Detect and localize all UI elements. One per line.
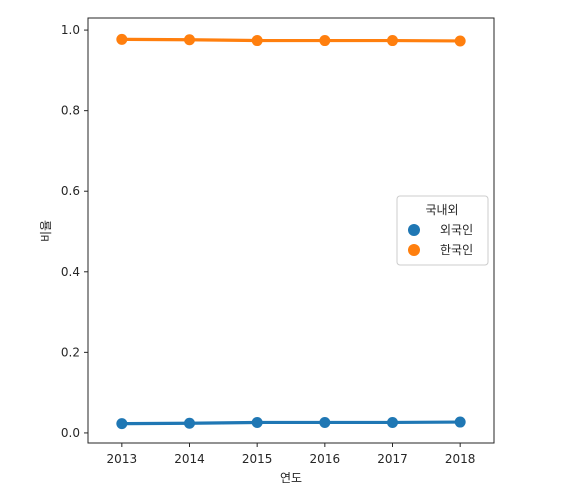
legend-marker-외국인 [408, 224, 420, 236]
y-axis-ticks: 0.0 0.2 0.4 0.6 0.8 1.0 [61, 23, 88, 440]
y-axis-label: 비율 [39, 220, 53, 242]
x-tick-label: 2018 [445, 452, 476, 466]
x-tick-label: 2013 [107, 452, 138, 466]
series-한국인 [116, 33, 466, 47]
legend-entry-한국인: 한국인 [440, 243, 473, 257]
data-point-한국인-2016 [319, 35, 331, 47]
data-point-한국인-2018 [454, 35, 466, 47]
data-point-외국인-2016 [319, 416, 331, 428]
plot-frame [87, 17, 495, 444]
data-point-한국인-2013 [116, 33, 128, 45]
x-tick-label: 2017 [377, 452, 408, 466]
series-외국인 [116, 416, 466, 430]
legend-title: 국내외 [425, 203, 458, 217]
x-tick-label: 2014 [174, 452, 205, 466]
legend-frame [396, 195, 489, 266]
legend-entry-외국인: 외국인 [440, 223, 473, 237]
y-tick-label: 1.0 [61, 23, 80, 37]
legend: 국내외 외국인 한국인 [396, 195, 489, 266]
data-point-외국인-2017 [387, 416, 398, 428]
series-line-한국인 [120, 37, 462, 43]
data-point-한국인-2015 [251, 35, 263, 47]
data-point-한국인-2017 [387, 35, 398, 47]
x-axis-label: 연도 [280, 471, 302, 485]
data-point-외국인-2015 [251, 416, 263, 428]
x-tick-label: 2016 [310, 452, 341, 466]
y-tick-label: 0.2 [61, 345, 80, 359]
data-point-외국인-2014 [184, 417, 195, 429]
data-point-한국인-2014 [184, 34, 195, 46]
y-tick-label: 0.0 [61, 426, 80, 440]
x-axis-ticks: 2013 2014 2015 2016 2017 2018 [107, 443, 476, 466]
y-tick-label: 0.4 [61, 265, 80, 279]
y-tick-label: 0.8 [61, 104, 80, 118]
x-tick-label: 2015 [242, 452, 273, 466]
data-point-외국인-2013 [116, 418, 128, 430]
series-line-외국인 [120, 420, 462, 426]
data-point-외국인-2018 [454, 416, 466, 428]
legend-marker-한국인 [408, 244, 420, 256]
y-tick-label: 0.6 [61, 184, 80, 198]
series-layer [116, 33, 466, 430]
